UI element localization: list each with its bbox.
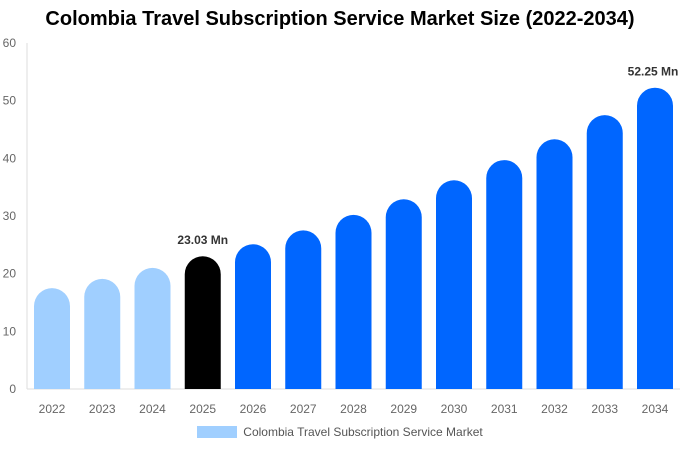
bar-2023 [84,278,121,389]
x-tick-label: 2029 [390,402,417,416]
bar-2030 [436,180,472,389]
x-tick-label: 2026 [240,402,267,416]
legend-label: Colombia Travel Subscription Service Mar… [243,425,483,439]
bar-2029 [385,199,422,389]
bar-2034 [637,87,673,390]
x-tick-label: 2023 [89,402,116,416]
bar-2022 [34,288,70,389]
bar-2028 [335,214,372,389]
x-tick-label: 2033 [591,402,618,416]
y-tick-label: 10 [3,324,17,338]
bar-2025 [184,256,221,389]
bar-2026 [235,244,271,389]
x-tick-label: 2030 [441,402,468,416]
chart-title: Colombia Travel Subscription Service Mar… [45,8,635,30]
x-tick-label: 2027 [290,402,317,416]
y-tick-label: 0 [9,382,16,396]
bar-2024 [134,267,171,389]
y-tick-label: 30 [3,209,17,223]
x-tick-label: 2025 [189,402,216,416]
legend-swatch [197,426,238,438]
y-tick-label: 20 [3,267,17,281]
y-tick-label: 50 [3,94,17,108]
bar-2032 [536,139,573,389]
x-tick-label: 2031 [491,402,518,416]
legend: Colombia Travel Subscription Service Mar… [0,425,680,439]
x-tick-label: 2034 [642,402,669,416]
x-tick-label: 2032 [541,402,568,416]
bar-2033 [586,115,623,390]
x-tick-label: 2028 [340,402,367,416]
data-label: 52.25 Mn [628,65,679,79]
bar-2027 [285,230,322,389]
y-tick-label: 60 [3,36,17,50]
data-label: 23.03 Mn [177,233,228,247]
x-tick-label: 2022 [39,402,66,416]
x-tick-label: 2024 [139,402,166,416]
y-tick-label: 40 [3,151,17,165]
bar-2031 [486,160,523,389]
